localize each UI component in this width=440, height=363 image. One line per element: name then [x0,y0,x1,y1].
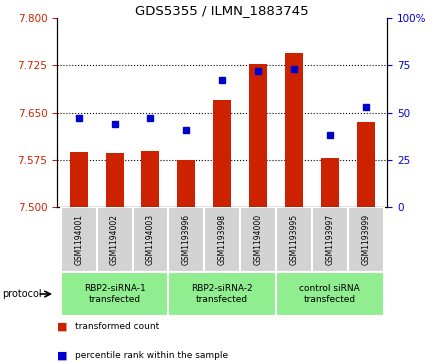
Text: GSM1193996: GSM1193996 [182,214,191,265]
Text: GSM1193997: GSM1193997 [325,214,334,265]
Text: ■: ■ [57,322,68,332]
Text: percentile rank within the sample: percentile rank within the sample [75,351,228,360]
Bar [213,100,231,207]
Bar [204,207,240,272]
Text: GSM1194002: GSM1194002 [110,214,119,265]
Title: GDS5355 / ILMN_1883745: GDS5355 / ILMN_1883745 [136,4,309,17]
Text: control siRNA
transfected: control siRNA transfected [300,284,360,304]
Bar [276,207,312,272]
Bar [142,151,159,207]
Bar [177,160,195,207]
Bar [312,207,348,272]
Text: GSM1193995: GSM1193995 [290,214,298,265]
Bar [169,207,204,272]
Bar [276,272,384,316]
Bar [61,207,97,272]
Text: GSM1194003: GSM1194003 [146,214,155,265]
Text: GSM1193999: GSM1193999 [361,214,370,265]
Bar [240,207,276,272]
Text: GSM1194001: GSM1194001 [74,214,83,265]
Text: transformed count: transformed count [75,322,159,331]
Bar [321,158,339,207]
Text: RBP2-siRNA-1
transfected: RBP2-siRNA-1 transfected [84,284,146,304]
Bar [97,207,132,272]
Text: protocol: protocol [2,289,42,299]
Bar [132,207,169,272]
Bar [106,154,124,207]
Bar [348,207,384,272]
Bar [70,151,88,207]
Text: RBP2-siRNA-2
transfected: RBP2-siRNA-2 transfected [191,284,253,304]
Bar [169,272,276,316]
Text: ■: ■ [57,351,68,361]
Bar [61,272,169,316]
Bar [357,122,374,207]
Text: GSM1194000: GSM1194000 [253,214,263,265]
Bar [285,53,303,207]
Bar [249,64,267,207]
Text: GSM1193998: GSM1193998 [218,214,227,265]
